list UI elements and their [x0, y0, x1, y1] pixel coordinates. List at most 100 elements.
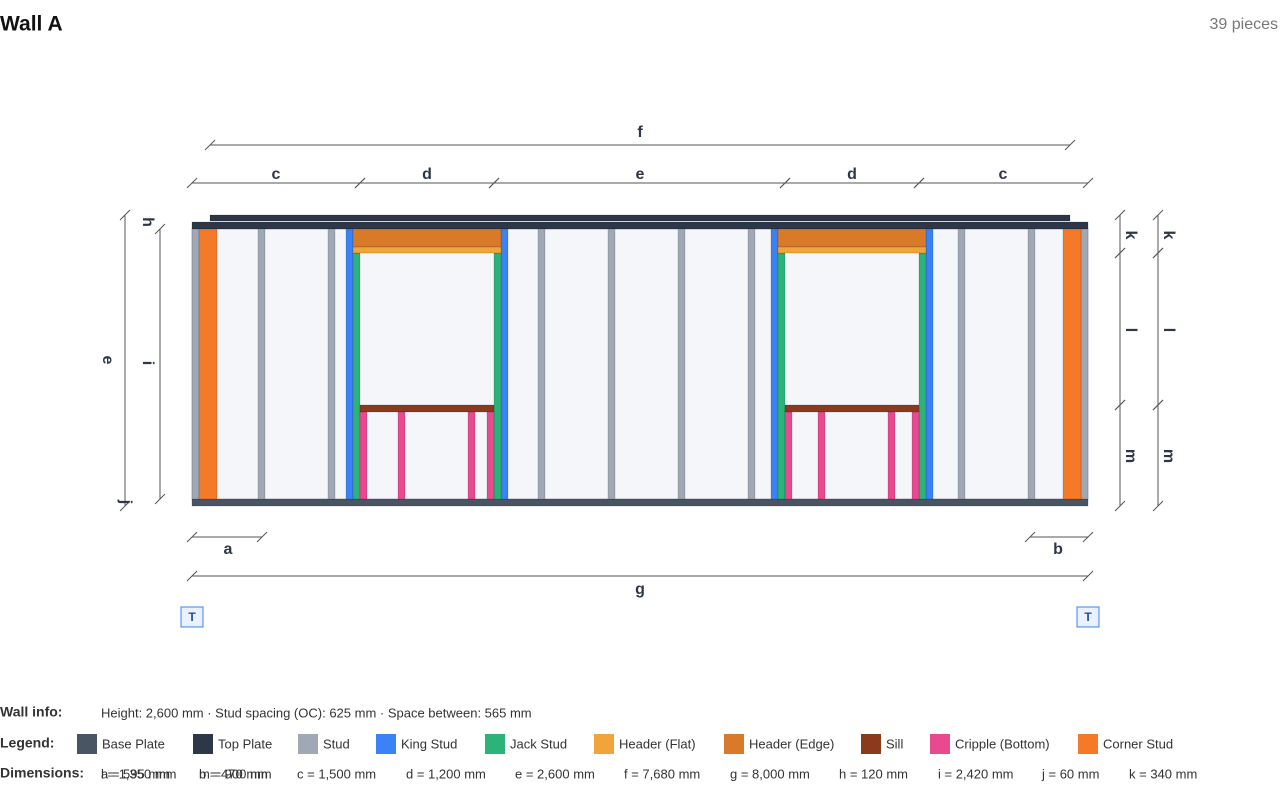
legend: Base Plate Top Plate Stud King Stud Jack Stu…: [77, 734, 1173, 754]
wall-piece: [784, 411, 793, 500]
dim-label: e: [99, 356, 116, 365]
dim-label: g: [635, 581, 645, 598]
legend-swatch: [193, 734, 213, 754]
dimension-item: a = 595 mm: [101, 766, 170, 781]
wall-piece: [817, 411, 826, 500]
wall-piece: [770, 228, 779, 500]
dim-label: k: [1160, 231, 1177, 240]
dim-tick: [1114, 247, 1126, 259]
legend-label: Jack Stud: [510, 736, 567, 751]
wall-piece: [191, 221, 1089, 230]
wall-piece: [352, 252, 361, 500]
dimension-item: c = 1,500 mm: [297, 766, 376, 781]
dim-tick: [1082, 570, 1094, 582]
dimension-item: k = 340 mm: [1129, 766, 1197, 781]
legend-swatch: [298, 734, 318, 754]
dim-label: b: [1053, 541, 1063, 558]
wall-piece: [1027, 228, 1036, 500]
dim-tick: [1152, 209, 1164, 221]
dim-tick: [1114, 500, 1126, 512]
legend-label: Sill: [886, 736, 903, 751]
dimensions-label: Dimensions:: [0, 765, 84, 781]
dim-label: e: [636, 166, 645, 183]
dim-label: c: [272, 166, 281, 183]
wall-piece: [1080, 228, 1089, 500]
marker-box: [180, 606, 204, 628]
dim-tick: [154, 493, 166, 505]
legend-label: Cripple (Bottom): [955, 736, 1050, 751]
marker-box: [1076, 606, 1100, 628]
dim-tick: [186, 177, 198, 189]
dim-tick: [204, 139, 216, 151]
dim-label: a: [224, 541, 233, 558]
dim-label: k: [1122, 231, 1139, 240]
legend-label: Header (Edge): [749, 736, 834, 751]
dim-label: d: [847, 166, 857, 183]
wall-piece: [191, 228, 200, 500]
legend-swatch: [861, 734, 881, 754]
dimension-item: f = 7,680 mm: [624, 766, 700, 781]
pieces: [191, 214, 1089, 507]
piece-count: 39 pieces: [1210, 16, 1279, 33]
dim-label: m: [1160, 449, 1177, 463]
dim-tick: [186, 531, 198, 543]
wall-piece: [777, 246, 927, 254]
wall-piece: [607, 228, 616, 500]
dim-tick: [913, 177, 925, 189]
legend-swatch: [77, 734, 97, 754]
dim-tick: [119, 500, 131, 512]
dim-tick: [1064, 139, 1076, 151]
dim-label: m: [1122, 449, 1139, 463]
dimension-item: b = 470 mm: [199, 766, 268, 781]
wall-piece: [359, 411, 368, 500]
dim-tick: [779, 177, 791, 189]
dimension-item: g = 8,000 mm: [730, 766, 810, 781]
legend-swatch: [485, 734, 505, 754]
dim-tick: [1082, 531, 1094, 543]
wall-piece: [345, 228, 354, 500]
wall-piece: [198, 228, 218, 500]
wall-piece: [777, 228, 927, 248]
dim-label: h: [139, 217, 156, 227]
wall-piece: [887, 411, 896, 500]
title: Wall A: [0, 13, 63, 36]
wall-info-label: Wall info:: [0, 704, 62, 720]
dim-tick: [1152, 399, 1164, 411]
dimension-item: j = 60 mm: [1041, 766, 1099, 781]
dim-label: l: [1160, 328, 1177, 332]
legend-swatch: [594, 734, 614, 754]
dim-tick: [1114, 209, 1126, 221]
wall-piece: [486, 411, 495, 500]
wall-info: Height: 2,600 mm · Stud spacing (OC): 62…: [101, 705, 532, 720]
dimension-item: e = 2,600 mm: [515, 766, 595, 781]
wall-piece: [209, 214, 1071, 222]
wall-piece: [918, 252, 927, 500]
legend-label: Legend:: [0, 735, 54, 751]
dim-tick: [1082, 177, 1094, 189]
wall-piece: [352, 246, 502, 254]
legend-swatch: [376, 734, 396, 754]
wall-piece: [1062, 228, 1082, 500]
wall-piece: [191, 498, 1089, 507]
dimension-item: m = 900 mm: [199, 766, 272, 781]
dimension-item: h = 120 mm: [839, 766, 908, 781]
dim-tick: [488, 177, 500, 189]
dim-label: d: [422, 166, 432, 183]
dim-label: f: [637, 124, 643, 141]
wall-piece: [493, 252, 502, 500]
wall-piece: [925, 228, 934, 500]
wall-piece: [327, 228, 336, 500]
wall-piece: [257, 228, 266, 500]
wall-piece: [537, 228, 546, 500]
dim-label: i: [139, 361, 156, 365]
dimension-item: d = 1,200 mm: [406, 766, 486, 781]
wall-piece: [911, 411, 920, 500]
dimension-labels: f c d e d c e i h j k l m k l m a b g T T: [99, 124, 1177, 628]
dim-tick: [1024, 531, 1036, 543]
legend-label: King Stud: [401, 736, 457, 751]
wall-piece: [957, 228, 966, 500]
legend-label: Stud: [323, 736, 350, 751]
dim-tick: [154, 223, 166, 235]
dim-tick: [1114, 399, 1126, 411]
marker-label: T: [1084, 610, 1092, 624]
